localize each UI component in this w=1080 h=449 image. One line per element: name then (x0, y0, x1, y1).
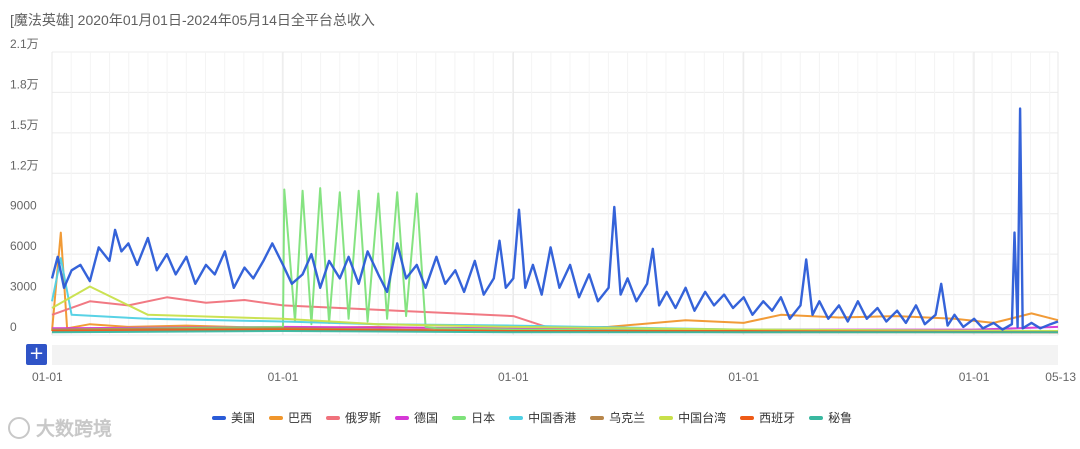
legend-label: 日本 (471, 411, 496, 425)
legend-swatch (590, 415, 605, 420)
legend-label: 中国香港 (528, 411, 577, 425)
y-axis-ticks: 0 3000 6000 9000 1.2万 1.5万 1.8万 2.1万 (10, 37, 39, 334)
y-tick-label: 2.1万 (10, 37, 39, 51)
legend-label: 秘鲁 (828, 411, 853, 425)
x-tick-label: 01-01 (498, 370, 529, 384)
series-line (51, 187, 1058, 332)
x-tick-label: 05-13 (1045, 370, 1076, 384)
y-tick-label: 1.5万 (10, 118, 39, 132)
watermark-text: 大数跨境 (36, 418, 113, 440)
legend-label: 俄罗斯 (345, 411, 382, 425)
legend-item[interactable]: 中国台湾 (659, 409, 726, 426)
legend-swatch (269, 415, 284, 420)
legend-label: 西班牙 (759, 411, 796, 425)
y-tick-label: 6000 (10, 239, 37, 253)
legend-swatch (326, 415, 341, 420)
y-tick-label: 0 (10, 320, 17, 334)
legend-item[interactable]: 俄罗斯 (326, 409, 381, 426)
series-line (50, 107, 1059, 331)
legend-item[interactable]: 西班牙 (740, 409, 795, 426)
watermark-logo-icon (8, 416, 30, 439)
legend-label: 美国 (231, 411, 256, 425)
legend-item[interactable]: 秘鲁 (809, 409, 852, 426)
legend-label: 乌克兰 (609, 411, 646, 425)
grid-lines (51, 51, 1059, 336)
series-lines (50, 107, 1059, 334)
chart-legend: 美国 巴西 俄罗斯 德国 日本 中国香港 乌克兰 中国台湾 西班牙 秘鲁 (212, 409, 852, 426)
x-tick-label: 01-01 (728, 370, 759, 384)
series-line (51, 330, 1058, 334)
legend-item[interactable]: 美国 (212, 409, 255, 426)
x-tick-label: 01-01 (268, 370, 299, 384)
legend-label: 巴西 (288, 411, 313, 425)
legend-swatch (212, 415, 226, 420)
x-tick-label: 01-01 (959, 370, 990, 384)
legend-swatch (740, 415, 755, 420)
y-tick-label: 3000 (10, 280, 37, 294)
y-tick-label: 1.2万 (10, 158, 39, 172)
legend-label: 德国 (414, 411, 439, 425)
legend-swatch (395, 415, 410, 420)
zoom-in-button[interactable]: + (26, 344, 47, 365)
chart-title: [魔法英雄] 2020年01月01日-2024年05月14日全平台总收入 (10, 12, 375, 28)
legend-item[interactable]: 巴西 (269, 409, 312, 426)
legend-swatch (509, 415, 524, 420)
legend-item[interactable]: 中国香港 (509, 409, 576, 426)
legend-swatch (659, 415, 674, 420)
legend-swatch (452, 415, 467, 420)
y-tick-label: 1.8万 (10, 77, 39, 91)
range-scrollbar[interactable] (52, 345, 1058, 365)
x-tick-label: 01-01 (32, 370, 63, 384)
watermark: 大数跨境 (8, 414, 112, 441)
legend-label: 中国台湾 (678, 411, 727, 425)
y-tick-label: 9000 (10, 199, 37, 213)
legend-item[interactable]: 德国 (395, 409, 438, 426)
series-line (51, 285, 1059, 332)
legend-item[interactable]: 日本 (452, 409, 495, 426)
legend-swatch (809, 415, 824, 420)
legend-item[interactable]: 乌克兰 (590, 409, 645, 426)
x-axis-ticks: 01-01 01-01 01-01 01-01 01-01 05-13 (32, 370, 1076, 384)
